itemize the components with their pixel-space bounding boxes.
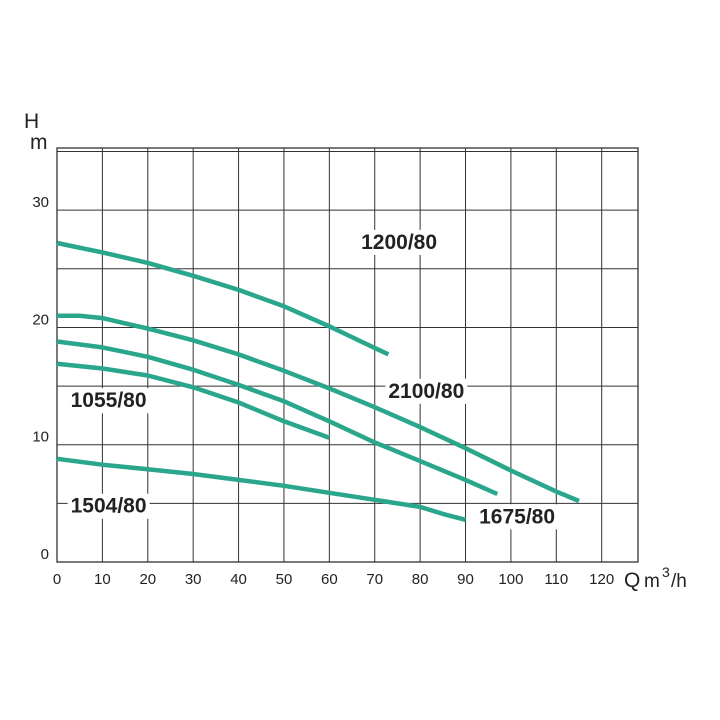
x-tick-label: 10	[94, 571, 111, 588]
y-tick-label: 0	[41, 546, 49, 563]
series-line	[56, 240, 390, 357]
series-label-background	[358, 229, 441, 255]
y-axis-label-top: H	[24, 110, 39, 133]
plot-grid	[56, 147, 639, 563]
series-line	[56, 339, 499, 497]
series-label-background	[476, 504, 559, 530]
x-tick-label: 30	[185, 571, 202, 588]
series-line	[57, 313, 580, 504]
y-tick-label: 30	[32, 194, 49, 211]
x-axis-label-unit-tail: /h	[671, 571, 687, 592]
series-line	[56, 456, 467, 522]
plot-frame	[56, 147, 639, 563]
x-tick-label: 110	[544, 571, 568, 588]
x-tick-label: 0	[53, 571, 61, 588]
x-axis-label-unit: m	[644, 571, 660, 592]
pump-curves	[56, 240, 580, 522]
series-label: 1504/80	[71, 495, 147, 518]
series-line	[56, 361, 331, 440]
y-tick-label: 10	[32, 429, 49, 446]
x-tick-label: 80	[412, 571, 429, 588]
x-tick-labels: 0 10 20 30 40 50 60 70 80 90 100 110 120	[53, 571, 614, 588]
x-tick-label: 120	[589, 571, 614, 588]
series-label-background	[67, 493, 150, 519]
x-axis-label-letter: Q	[624, 569, 640, 592]
x-tick-label: 50	[276, 571, 293, 588]
series-label: 1200/80	[361, 231, 437, 254]
x-tick-label: 60	[321, 571, 338, 588]
series-label-background	[67, 388, 150, 414]
y-axis-label-bottom: m	[30, 131, 48, 154]
x-tick-label: 40	[230, 571, 247, 588]
x-tick-label: 90	[457, 571, 474, 588]
x-tick-label: 70	[366, 571, 383, 588]
x-axis-label-unit-exponent: 3	[662, 564, 670, 580]
y-tick-labels: 0 10 20 30	[32, 194, 49, 563]
series-label: 1675/80	[479, 505, 555, 528]
x-tick-label: 20	[139, 571, 156, 588]
y-tick-label: 20	[32, 311, 49, 328]
x-tick-label: 100	[498, 571, 523, 588]
series-label: 1055/80	[71, 389, 147, 412]
series-label: 2100/80	[388, 380, 464, 403]
series-labels: 1200/80 2100/80 1675/80 1055/80 1504/80	[67, 229, 559, 530]
series-label-background	[385, 378, 468, 404]
